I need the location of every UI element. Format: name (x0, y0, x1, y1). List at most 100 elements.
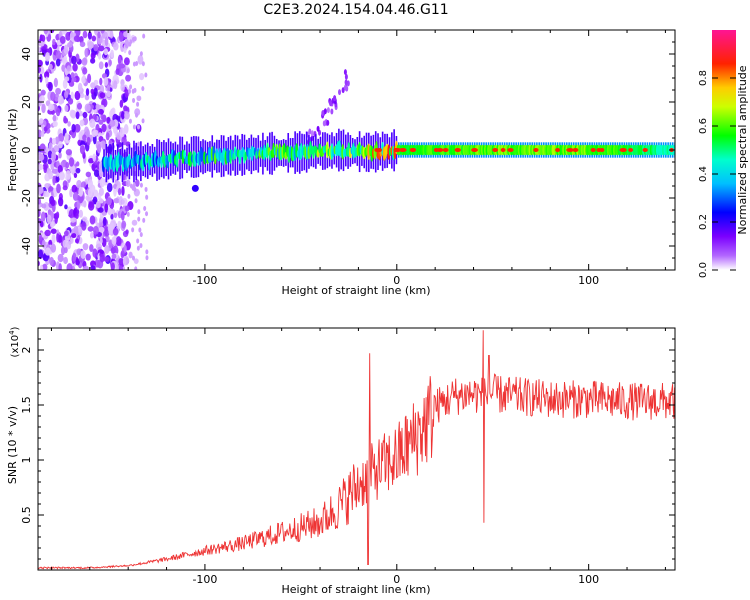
spectrogram-noise-blob (75, 161, 80, 167)
spectrogram-noise-blob (41, 103, 46, 114)
spectrogram-noise-blob (61, 30, 68, 35)
spectrogram-noise-blob (87, 41, 94, 47)
spectrogram-noise-blob (118, 265, 124, 270)
spectrogram-noise-blob (52, 176, 56, 186)
spectrogram-noise-blob (45, 76, 49, 85)
spectrogram-noise-blob (98, 52, 102, 60)
spectrogram-noise-blob (39, 143, 46, 153)
spectrogram-hotspot (555, 148, 561, 152)
spectrogram-noise-blob (133, 258, 139, 265)
spectrogram-noise-blob (92, 196, 98, 205)
spectrogram-noise-blob (79, 110, 83, 117)
spectrogram-diagonal-blob (329, 100, 333, 107)
spectrogram-noise-blob (121, 185, 125, 196)
spectrogram-noise-blob (63, 230, 69, 237)
spectrogram-noise-blob (80, 250, 86, 259)
spectrogram-hotspot (566, 148, 574, 152)
spectrogram-noise-blob (97, 207, 104, 213)
spectrogram-noise-blob (113, 183, 118, 190)
spectrogram-noise-blob (71, 233, 77, 239)
spectrogram-noise-blob (101, 237, 107, 248)
spectrogram-noise-blob (95, 103, 100, 111)
spectrogram-noise-blob (131, 219, 138, 226)
spectrogram-noise-blob (57, 165, 63, 174)
spectrogram-noise-blob (90, 51, 96, 59)
snr-panel: -100 0 100 0.5 1 1.5 2 Height of straight line… (6, 326, 676, 596)
spectrogram-noise-blob (75, 167, 81, 174)
spectrogram-noise-blob (137, 54, 144, 65)
spectrogram-noise-blob (73, 172, 78, 178)
spectrogram-noise-blob (123, 244, 127, 253)
spectrogram-noise-blob (63, 256, 68, 265)
spectrogram-noise-blob (78, 209, 84, 218)
spectrogram-noise-blob (106, 90, 111, 98)
spectrogram-noise-blob (77, 82, 83, 92)
spectrogram-noise-blob (69, 188, 73, 198)
spectrogram-noise-blob (136, 245, 140, 251)
spectrogram-noise-blob (40, 220, 44, 228)
spectrogram-noise-blob (58, 263, 62, 270)
spectrogram-noise-blob (38, 233, 43, 242)
spectrogram-noise-blob (40, 154, 45, 161)
spectrogram-noise-blob (48, 239, 53, 247)
snr-ytick-label: 1.5 (20, 396, 33, 414)
spectrogram-hotspot (590, 148, 596, 152)
spectrogram-ytick-label: -20 (20, 189, 33, 207)
spectrogram-noise-blob (99, 238, 103, 244)
spectrogram-noise-blob (55, 107, 61, 117)
spectrogram-noise-blob (48, 170, 53, 180)
spectrogram-noise-blob (64, 132, 69, 142)
spectrogram-noise-blob (93, 44, 99, 52)
spectrogram-noise-blob (93, 87, 98, 97)
spectrogram-diagonal-blob (333, 95, 337, 102)
spectrogram-noise-blob (93, 169, 100, 178)
spectrogram-noise-blob (39, 95, 45, 103)
spectrogram-marks (38, 30, 675, 270)
spectrogram-noise-blob (144, 186, 148, 192)
spectrogram-noise-blob (56, 183, 61, 194)
spectrogram-noise-blob (119, 99, 124, 108)
spectrogram-noise-blob (104, 203, 109, 213)
spectrogram-xlabel: Height of straight line (km) (281, 284, 430, 297)
spectrogram-noise-blob (110, 262, 115, 270)
spectrogram-noise-blob (100, 113, 104, 120)
spectrogram-noise-blob (100, 30, 105, 34)
spectrogram-noise-blob (74, 90, 81, 101)
spectrogram-noise-blob (90, 82, 96, 89)
spectrogram-noise-blob (89, 244, 94, 252)
spectrogram-noise-blob (117, 187, 122, 196)
spectrogram-noise-blob (64, 90, 69, 99)
spectrogram-noise-blob (75, 212, 79, 220)
snr-xtick-label: 0 (393, 573, 400, 586)
spectrogram-noise-blob (105, 132, 110, 141)
spectrogram-noise-blob (71, 55, 77, 65)
spectrogram-noise-blob (136, 238, 140, 244)
spectrogram-diagonal-blob (338, 89, 342, 96)
spectrogram-noise-blob (131, 227, 135, 233)
spectrogram-diagonal-blob (341, 87, 345, 94)
spectrogram-noise-blob (103, 48, 109, 56)
spectrogram-noise-blob (43, 30, 49, 35)
spectrogram-noise-blob (93, 129, 99, 136)
spectrogram-noise-blob (110, 49, 115, 58)
spectrogram-band-core (387, 144, 391, 160)
spectrogram-noise-blob (124, 39, 130, 49)
spectrogram-noise-blob (50, 243, 57, 253)
spectrogram-hotspot (442, 148, 449, 152)
spectrogram-noise-blob (126, 211, 130, 217)
spectrogram-noise-blob (66, 65, 71, 72)
colorbar-tick-label: 0.6 (698, 118, 709, 134)
spectrogram-noise-blob (125, 179, 131, 188)
colorbar: 0.0 0.2 0.4 0.6 0.8 Normalized spectral ampl… (698, 30, 749, 278)
spectrogram-noise-blob (111, 253, 117, 260)
spectrogram-noise-blob (112, 245, 119, 256)
spectrogram-noise-blob (49, 256, 54, 266)
spectrogram-noise-blob (145, 255, 149, 261)
spectrogram-noise-blob (144, 72, 148, 78)
spectrogram-noise-blob (118, 258, 124, 265)
spectrogram-noise-blob (128, 88, 132, 94)
spectrogram-noise-blob (125, 229, 129, 235)
spectrogram-noise-blob (83, 200, 87, 208)
spectrogram-noise-blob (84, 103, 91, 112)
spectrogram-noise-blob (131, 88, 135, 94)
